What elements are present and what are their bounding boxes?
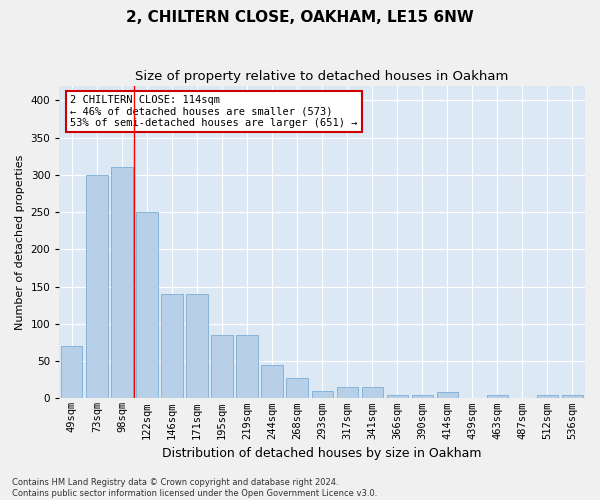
- Bar: [211, 335, 233, 398]
- Bar: [362, 387, 383, 398]
- Bar: [187, 294, 208, 399]
- Bar: [412, 394, 433, 398]
- Y-axis label: Number of detached properties: Number of detached properties: [15, 154, 25, 330]
- Bar: [111, 168, 133, 398]
- Bar: [262, 365, 283, 398]
- Bar: [161, 294, 182, 399]
- Title: Size of property relative to detached houses in Oakham: Size of property relative to detached ho…: [136, 70, 509, 83]
- Bar: [61, 346, 82, 399]
- Bar: [386, 394, 408, 398]
- Bar: [437, 392, 458, 398]
- X-axis label: Distribution of detached houses by size in Oakham: Distribution of detached houses by size …: [163, 447, 482, 460]
- Bar: [337, 387, 358, 398]
- Bar: [286, 378, 308, 398]
- Text: 2, CHILTERN CLOSE, OAKHAM, LE15 6NW: 2, CHILTERN CLOSE, OAKHAM, LE15 6NW: [126, 10, 474, 25]
- Bar: [136, 212, 158, 398]
- Bar: [86, 175, 107, 398]
- Bar: [311, 391, 333, 398]
- Bar: [537, 394, 558, 398]
- Bar: [487, 394, 508, 398]
- Bar: [236, 335, 258, 398]
- Bar: [562, 394, 583, 398]
- Text: 2 CHILTERN CLOSE: 114sqm
← 46% of detached houses are smaller (573)
53% of semi-: 2 CHILTERN CLOSE: 114sqm ← 46% of detach…: [70, 95, 358, 128]
- Text: Contains HM Land Registry data © Crown copyright and database right 2024.
Contai: Contains HM Land Registry data © Crown c…: [12, 478, 377, 498]
